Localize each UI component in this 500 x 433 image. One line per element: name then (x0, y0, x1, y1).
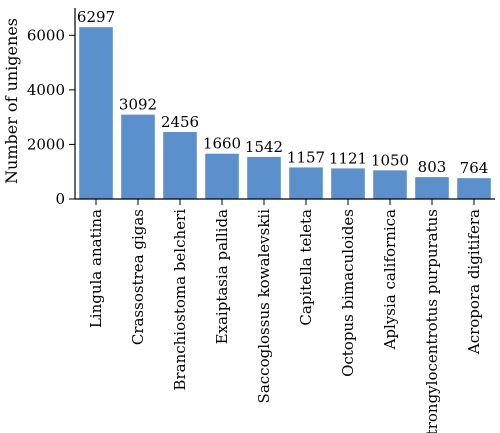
bar (79, 27, 113, 200)
x-tick-label: Saccoglossus kowalevskii (255, 209, 273, 404)
x-tick-label: Strongylocentrotus purpuratus (423, 209, 441, 433)
bar (205, 153, 239, 199)
bar-value-label: 1542 (245, 138, 283, 156)
bar (121, 114, 155, 199)
bar (331, 168, 365, 199)
bar-value-label: 6297 (77, 8, 115, 26)
x-tick-label: Aplysia californica (381, 209, 399, 350)
x-tick-label: Octopus bimaculoides (339, 209, 357, 377)
bar (247, 156, 281, 199)
y-axis: 0 2000 4000 6000 (27, 8, 76, 208)
bar (163, 131, 197, 199)
bar (289, 167, 323, 199)
y-tick-label: 6000 (27, 26, 65, 44)
y-tick-label: 4000 (27, 81, 65, 99)
x-tick-label: Acropora digitifera (465, 209, 483, 355)
bar-value-label: 764 (460, 159, 489, 177)
bar-value-label: 3092 (119, 96, 157, 114)
bar-value-label: 1050 (371, 151, 409, 169)
x-tick-label: Crassostrea gigas (129, 209, 147, 345)
y-tick-label: 0 (55, 190, 65, 208)
bar (457, 178, 491, 199)
bar-value-label: 803 (418, 158, 447, 176)
bar-value-label: 1157 (287, 148, 325, 166)
x-tick-label: Branchiostoma belcheri (171, 209, 189, 391)
x-tick-label: Capitella teleta (297, 209, 315, 326)
bar-value-label: 1660 (203, 135, 241, 153)
y-axis-title: Number of unigenes (2, 18, 21, 184)
bar (415, 177, 449, 199)
x-axis: Lingula anatina Crassostrea gigas Branchio… (75, 198, 495, 433)
bar-value-label: 2456 (161, 113, 199, 131)
x-tick-label: Lingula anatina (87, 209, 105, 328)
bar-value-label: 1121 (329, 149, 367, 167)
bar (373, 170, 407, 199)
y-tick-label: 2000 (27, 135, 65, 153)
x-tick-label: Exaiptasia pallida (213, 209, 231, 344)
